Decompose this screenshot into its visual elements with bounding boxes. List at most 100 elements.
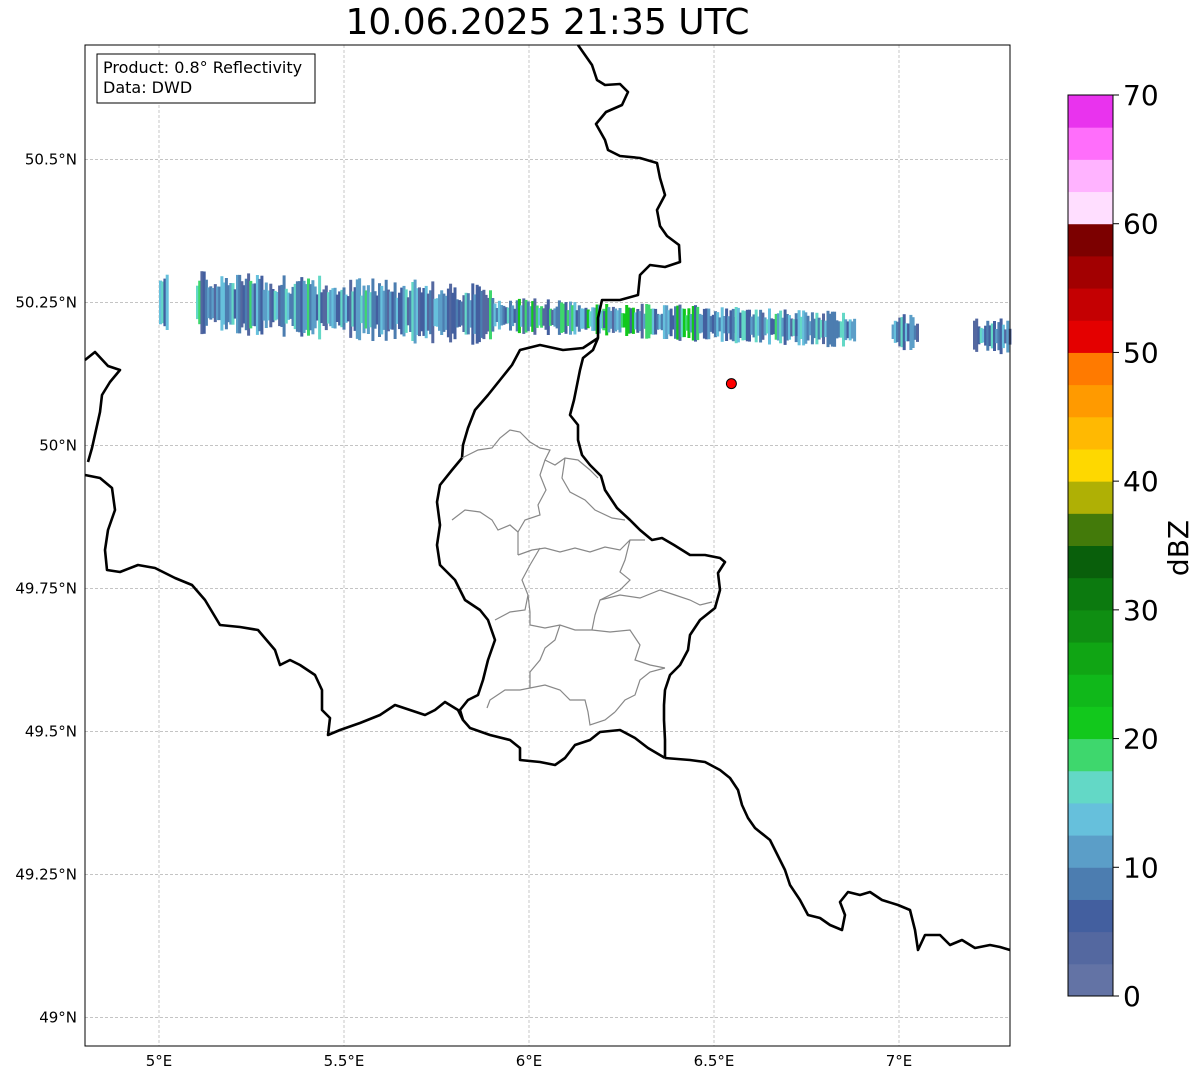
- echo-cell: [623, 313, 626, 328]
- echo-cell: [318, 275, 322, 340]
- echo-cell: [687, 308, 691, 338]
- colorbar-segment: [1068, 706, 1113, 740]
- echo-cell: [360, 295, 364, 324]
- echo-cell: [636, 309, 640, 333]
- echo-cell: [375, 295, 379, 325]
- colorbar-segment: [1068, 770, 1113, 804]
- echo-cell: [433, 298, 437, 327]
- echo-cell: [489, 290, 492, 340]
- echo-cell: [665, 305, 669, 339]
- echo-cell: [462, 295, 466, 332]
- echo-cell: [725, 308, 729, 341]
- echo-cell: [533, 298, 537, 335]
- echo-cell: [300, 277, 304, 337]
- echo-cell: [645, 304, 649, 339]
- echo-cell: [1006, 320, 1010, 353]
- echo-cell: [781, 317, 785, 337]
- colorbar-segment: [1068, 577, 1113, 611]
- echo-cell: [482, 289, 486, 340]
- echo-cell: [502, 305, 506, 325]
- echo-cell: [553, 308, 557, 327]
- echo-cell: [484, 294, 488, 335]
- echo-cell: [795, 319, 799, 337]
- echo-cell: [759, 309, 763, 343]
- echo-cell: [406, 297, 410, 326]
- echo-cell: [384, 279, 388, 341]
- echo-cell: [320, 292, 324, 324]
- echo-cell: [1004, 329, 1008, 344]
- echo-cell: [491, 298, 495, 332]
- echo-cell: [785, 314, 789, 341]
- echo-cell: [469, 300, 473, 328]
- echo-cell: [763, 317, 767, 336]
- lat-tick-label: 50.5°N: [25, 150, 77, 168]
- echo-cell: [770, 318, 774, 335]
- echo-cell: [269, 283, 273, 328]
- colorbar-tick-label: 70: [1123, 79, 1159, 112]
- echo-cell: [429, 290, 433, 335]
- echo-cell: [342, 287, 346, 330]
- echo-cell: [287, 292, 290, 320]
- echo-cell: [802, 310, 806, 346]
- echo-cell: [580, 308, 584, 329]
- echo-cell: [278, 285, 282, 327]
- echo-cell: [799, 316, 803, 339]
- echo-cell: [426, 293, 430, 331]
- echo-cell: [506, 307, 510, 324]
- colorbar-tick-label: 40: [1123, 465, 1159, 498]
- echo-cell: [662, 305, 666, 339]
- echo-cell: [993, 321, 996, 351]
- echo-cell: [577, 305, 581, 332]
- echo-cell: [616, 310, 620, 330]
- lon-tick-label: 6.5°E: [694, 1052, 735, 1070]
- echo-cell: [975, 318, 979, 352]
- echo-cell: [355, 279, 359, 339]
- echo-cell: [739, 312, 743, 338]
- echo-cell: [411, 282, 415, 341]
- border-belgium-germany-luxembourg: [568, 44, 727, 758]
- echo-cell: [765, 319, 769, 334]
- echo-cell: [569, 301, 572, 335]
- echo-cell: [267, 290, 270, 321]
- echo-cell: [647, 304, 651, 339]
- echo-cell: [271, 289, 275, 323]
- echo-cell: [603, 311, 606, 328]
- echo-cell: [497, 300, 501, 330]
- echo-cell: [366, 285, 370, 334]
- echo-cell: [526, 301, 530, 332]
- echo-cell: [209, 286, 213, 320]
- echo-cell: [473, 294, 477, 334]
- echo-cell: [586, 309, 590, 329]
- echo-cell: [714, 311, 717, 338]
- echo-cell: [667, 310, 671, 335]
- echo-cell: [380, 285, 384, 335]
- echo-cell: [609, 310, 613, 329]
- echo-cell: [627, 307, 631, 334]
- echo-cell: [853, 318, 857, 342]
- echo-cell: [718, 317, 722, 332]
- echo-cell: [669, 308, 673, 337]
- echo-cell: [382, 290, 386, 330]
- echo-cell: [674, 306, 677, 339]
- colorbar-segment: [1068, 835, 1113, 868]
- echo-cell: [916, 323, 919, 342]
- echo-cell: [231, 283, 235, 325]
- echo-cell: [896, 321, 899, 343]
- echo-cell: [676, 305, 680, 340]
- echo-cell: [307, 278, 310, 336]
- country-borders: [84, 44, 1011, 952]
- echo-cell: [393, 282, 397, 339]
- colorbar-tick-label: 30: [1123, 594, 1159, 627]
- colorbar-segment: [1068, 255, 1113, 289]
- echo-cell: [218, 286, 222, 321]
- colorbar-segment: [1068, 384, 1113, 418]
- echo-cell: [605, 304, 609, 336]
- echo-cell: [364, 290, 368, 329]
- echo-cell: [900, 317, 904, 348]
- echo-cell: [973, 320, 976, 350]
- echo-cell: [828, 313, 832, 345]
- echo-cell: [373, 291, 377, 329]
- echo-cell: [844, 319, 848, 341]
- echo-cell: [824, 320, 828, 338]
- echo-cell: [564, 302, 568, 334]
